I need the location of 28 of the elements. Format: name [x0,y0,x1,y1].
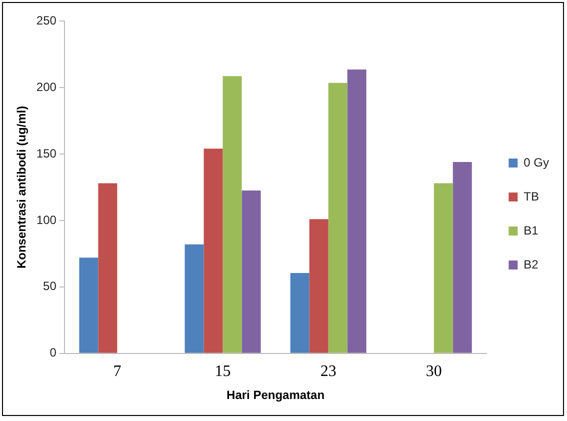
bar [309,219,328,353]
bar [204,148,223,353]
legend-label: B2 [524,257,539,272]
x-axis-title: Hari Pengamatan [226,388,325,402]
y-tick-label: 200 [36,80,57,94]
y-tick-label: 100 [36,212,57,227]
bar [184,244,204,353]
bar [347,70,366,353]
y-tick-label: 0 [50,346,57,360]
bar [98,183,118,353]
y-tick-label: 150 [36,146,57,160]
bar [79,258,98,353]
bar [242,190,261,353]
legend-label: 0 Gy [524,155,549,170]
bar [222,76,242,353]
x-tick-label: 15 [214,363,231,380]
x-tick-label: 23 [320,363,336,380]
x-tick-label: 7 [113,363,122,380]
x-tick-label: 30 [426,363,442,380]
y-tick-label: 50 [43,279,57,294]
bar [434,183,453,353]
legend-label: B1 [524,223,539,238]
bar [452,162,472,353]
y-tick-label: 250 [36,13,57,28]
y-axis-title: Konsentrasi antibodi (ug/ml) [14,106,29,269]
bar [328,82,348,353]
legend-label: TB [524,189,539,204]
bar [290,272,310,353]
